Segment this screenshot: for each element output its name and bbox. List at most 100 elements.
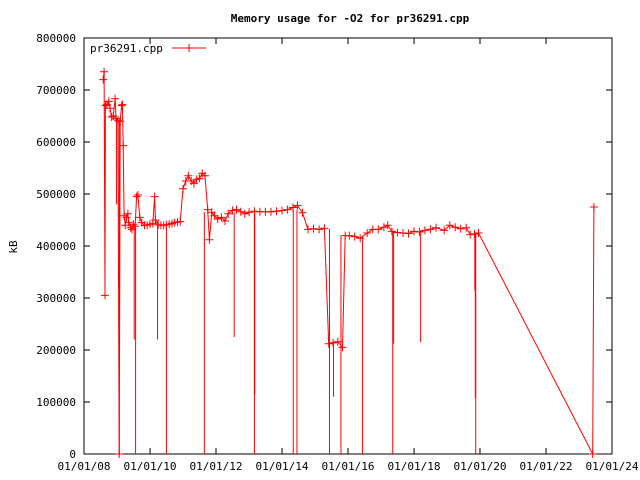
data-point	[426, 225, 435, 234]
data-point	[415, 228, 424, 236]
data-point	[379, 223, 388, 232]
x-axis: 01/01/08 01/01/10 01/01/12 01/01/14 01/01/16…	[58, 38, 639, 473]
legend-marker	[185, 44, 193, 52]
data-point	[123, 209, 132, 218]
data-point	[132, 192, 141, 201]
data-point	[387, 227, 396, 236]
data-point	[228, 206, 237, 215]
data-point	[329, 338, 338, 347]
data-point	[278, 206, 286, 215]
data-point	[101, 101, 110, 110]
data-point	[224, 209, 233, 218]
data-point	[474, 229, 483, 237]
y-tick-label: 0	[69, 448, 76, 461]
data-point	[131, 222, 140, 231]
legend-label: pr36291.cpp	[90, 42, 163, 55]
data-point	[179, 184, 187, 193]
x-tick-label: 01/01/08	[58, 460, 111, 473]
data-point	[100, 67, 109, 76]
y-axis-label-group: kB	[7, 240, 20, 254]
data-point	[184, 171, 193, 180]
data-point	[350, 232, 359, 241]
series-pr36291	[99, 67, 598, 458]
data-point	[124, 218, 133, 227]
x-tick-label: 01/01/22	[520, 460, 573, 473]
data-point	[201, 171, 209, 180]
data-point	[116, 117, 125, 126]
data-point	[420, 226, 429, 235]
data-point	[151, 216, 160, 224]
data-point	[324, 339, 333, 348]
data-point	[106, 104, 114, 113]
data-point	[133, 191, 142, 199]
data-point	[432, 223, 440, 232]
data-point	[176, 217, 185, 226]
data-point	[363, 229, 372, 237]
data-point	[210, 211, 219, 220]
data-point	[315, 225, 324, 234]
data-point	[333, 337, 342, 346]
x-tick-label: 01/01/10	[124, 460, 177, 473]
data-point	[195, 174, 204, 183]
data-point	[111, 94, 120, 103]
data-point	[203, 205, 212, 214]
y-axis-label: kB	[7, 240, 20, 254]
data-point	[213, 215, 222, 223]
y-tick-label: 500000	[36, 188, 76, 201]
data-point	[240, 209, 249, 218]
x-tick-label: 01/01/24	[586, 460, 639, 473]
data-point	[589, 203, 598, 211]
data-point	[115, 450, 124, 458]
data-point	[119, 141, 128, 150]
legend: pr36291.cpp	[90, 42, 206, 55]
data-point	[466, 230, 475, 239]
data-point	[462, 223, 471, 232]
data-point	[298, 208, 307, 217]
data-point	[112, 114, 120, 123]
data-point	[189, 179, 198, 188]
data-point	[99, 75, 108, 84]
data-point	[456, 224, 465, 233]
y-tick-label: 700000	[36, 84, 76, 97]
x-tick-label: 01/01/12	[190, 460, 243, 473]
data-point	[338, 343, 347, 352]
data-point	[236, 207, 245, 216]
data-point	[217, 213, 226, 222]
data-point	[283, 205, 292, 214]
drop-lines	[115, 117, 477, 454]
chart-title: Memory usage for -O2 for pr36291.cpp	[231, 12, 470, 25]
data-point	[383, 221, 392, 230]
data-point	[374, 225, 383, 234]
series-line	[102, 71, 595, 455]
data-point	[588, 450, 597, 458]
plot-border	[83, 37, 613, 455]
data-point	[272, 207, 281, 216]
data-point	[288, 203, 297, 212]
data-point	[150, 192, 159, 201]
data-point	[129, 220, 138, 229]
data-point	[221, 217, 229, 225]
y-tick-label: 600000	[36, 136, 76, 149]
x-tick-label: 01/01/16	[322, 460, 375, 473]
data-point	[107, 113, 116, 121]
data-point	[440, 226, 449, 235]
data-point	[304, 225, 312, 234]
data-point	[345, 231, 354, 240]
x-tick-label: 01/01/14	[256, 460, 309, 473]
data-point	[445, 221, 454, 230]
y-tick-label: 200000	[36, 344, 76, 357]
data-point	[205, 235, 214, 244]
data-point	[101, 291, 109, 300]
data-point	[410, 227, 418, 236]
y-axis: 0 100000 200000 300000 400000 500000 600000 700…	[36, 32, 612, 461]
data-point	[404, 229, 413, 238]
y-tick-label: 100000	[36, 396, 76, 409]
data-point	[104, 97, 113, 106]
data-point	[245, 208, 254, 217]
data-point	[293, 201, 302, 210]
data-point	[135, 213, 144, 222]
y-tick-label: 300000	[36, 292, 76, 305]
x-tick-label: 01/01/20	[454, 460, 507, 473]
data-point	[356, 234, 365, 243]
